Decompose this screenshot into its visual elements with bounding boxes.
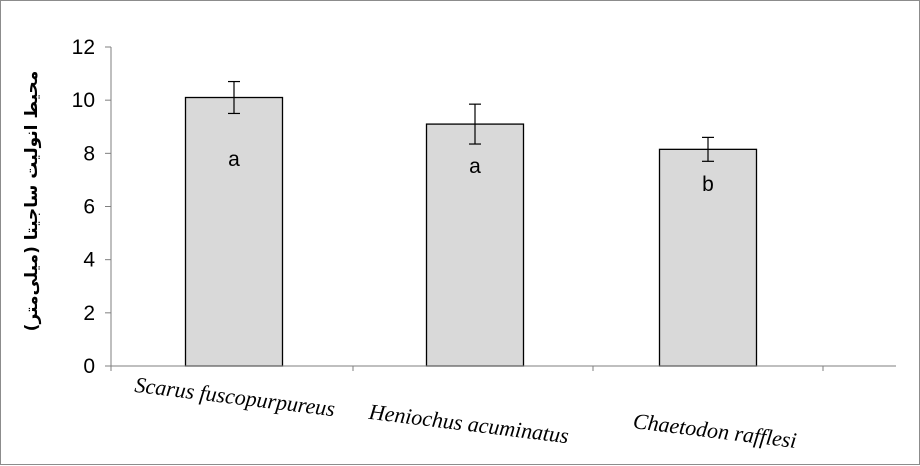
y-tick-label: 10 — [72, 89, 95, 112]
bar — [425, 123, 525, 367]
y-tick-label: 12 — [72, 36, 95, 59]
y-axis: 0 2 4 6 8 10 12 — [72, 36, 112, 378]
bar — [658, 148, 758, 367]
bar-significance-label: a — [469, 155, 481, 178]
x-category-label: Scarus fuscopurpureus — [133, 372, 336, 421]
bar — [184, 96, 284, 367]
y-tick-label: 0 — [83, 355, 95, 378]
y-axis-title: محیط انولیت ساجیتا (میلی‌متر) — [22, 71, 42, 332]
y-tick-label: 2 — [83, 302, 95, 325]
x-category-label: Heniochus acuminatus — [367, 399, 571, 448]
bar-significance-label: a — [228, 148, 240, 171]
y-tick-label: 8 — [83, 142, 95, 165]
y-tick-label: 6 — [83, 196, 95, 219]
bars: a a b — [184, 80, 758, 367]
bar-significance-label: b — [702, 173, 714, 196]
x-axis: Scarus fuscopurpureus Heniochus acuminatu… — [110, 365, 896, 453]
x-category-label: Chaetodon rafflesi — [632, 408, 798, 453]
y-tick-label: 4 — [83, 249, 95, 272]
